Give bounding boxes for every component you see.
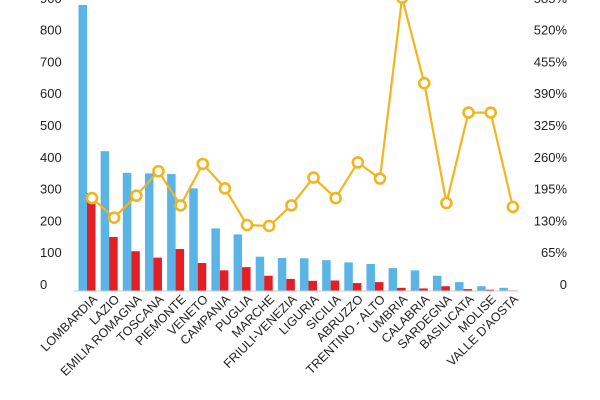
left-tick-label: 400 <box>40 150 62 165</box>
line-point <box>351 156 365 169</box>
bar-red <box>374 282 384 291</box>
bar-blue <box>344 262 353 291</box>
line-point <box>373 172 387 185</box>
bar-red <box>87 193 96 291</box>
bar-blue <box>100 151 110 291</box>
bar-red <box>419 288 428 291</box>
left-tick-label: 600 <box>40 86 62 101</box>
line-point <box>484 106 498 119</box>
line-point <box>506 200 520 214</box>
line-point <box>462 106 475 119</box>
bar-red <box>286 278 295 291</box>
bar-red <box>308 280 317 291</box>
line-point <box>196 157 210 171</box>
bar-blue <box>189 188 198 291</box>
line-point <box>85 191 99 205</box>
bar-blue <box>388 268 398 291</box>
right-tick-label: 0 <box>560 277 567 292</box>
right-tick-label: 455% <box>534 54 568 69</box>
line-point <box>285 199 298 212</box>
right-tick-label: 130% <box>534 213 568 228</box>
bar-blue <box>322 260 331 291</box>
right-tick-label: 520% <box>534 23 568 38</box>
bar-red <box>485 289 495 291</box>
bars-red-series <box>87 193 517 291</box>
bar-red <box>219 270 229 291</box>
bar-blue <box>277 257 287 291</box>
left-tick-label: 300 <box>40 182 62 197</box>
bar-blue <box>300 258 309 291</box>
bar-blue <box>211 228 220 291</box>
right-tick-label: 325% <box>534 118 568 133</box>
line-point <box>329 191 342 205</box>
line-series <box>85 0 520 233</box>
bar-red <box>175 249 185 291</box>
bar-blue <box>144 173 154 291</box>
bar-red <box>352 283 362 291</box>
left-tick-label: 500 <box>40 118 62 133</box>
bar-red <box>153 257 162 291</box>
line-point <box>130 189 143 202</box>
line-point <box>218 182 232 195</box>
left-tick-label: 900 <box>40 0 62 6</box>
line-point <box>262 219 276 233</box>
right-tick-label: 65% <box>541 245 567 260</box>
right-axis-ticks: 0 65% 130% 195% 260% 325% 390% 455% 520% 585% <box>534 0 568 292</box>
line-point <box>240 218 254 232</box>
bar-red <box>441 286 450 291</box>
bar-blue <box>410 270 420 291</box>
bar-blue <box>255 256 265 291</box>
bar-blue <box>366 263 375 291</box>
bars-blue-series <box>78 5 508 291</box>
bar-red <box>197 263 207 291</box>
left-tick-label: 800 <box>40 23 62 38</box>
left-tick-label: 200 <box>40 213 62 228</box>
bar-red <box>397 287 406 291</box>
bar-blue <box>122 172 132 291</box>
bar-red <box>109 236 118 291</box>
line-point <box>307 171 320 184</box>
line-point <box>107 211 121 224</box>
bar-blue <box>233 234 243 291</box>
right-tick-label: 585% <box>534 0 568 6</box>
left-tick-label: 0 <box>40 277 47 292</box>
right-tick-label: 390% <box>534 86 568 101</box>
line-point <box>152 164 165 178</box>
left-tick-label: 100 <box>40 245 62 260</box>
bar-blue <box>167 174 176 291</box>
right-tick-label: 260% <box>534 150 568 165</box>
bar-blue <box>455 282 464 291</box>
bar-red <box>330 280 340 291</box>
bar-red <box>242 267 251 291</box>
line-path <box>91 0 514 228</box>
left-tick-label: 700 <box>40 54 62 69</box>
line-point <box>417 76 431 90</box>
right-tick-label: 195% <box>534 182 568 197</box>
bar-blue <box>499 287 508 291</box>
bar-red <box>463 289 473 291</box>
line-point <box>174 199 187 212</box>
bar-blue <box>477 286 486 291</box>
bar-red <box>131 251 140 291</box>
bar-blue <box>78 5 87 291</box>
left-axis-ticks: 0 100 200 300 400 500 600 700 800 900 <box>40 0 62 292</box>
bar-blue <box>432 275 442 291</box>
line-point <box>440 196 453 210</box>
bar-red <box>264 275 273 291</box>
line-point <box>396 0 408 4</box>
